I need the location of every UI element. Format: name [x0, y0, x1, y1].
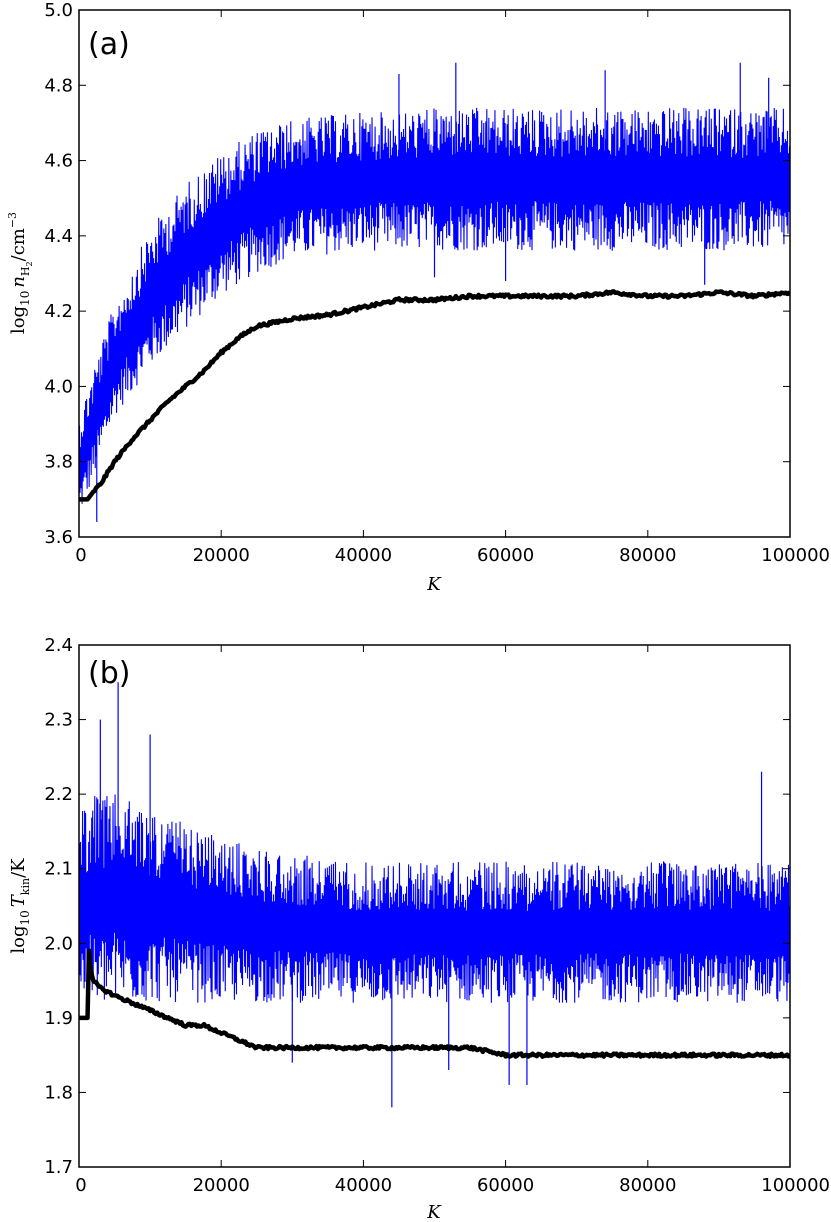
y-tick-label: 2.2	[44, 784, 73, 805]
x-tick-label: 0	[75, 1175, 86, 1196]
x-tick-label: 60000	[477, 545, 534, 566]
x-tick-label: 20000	[193, 545, 250, 566]
y-tick-label: 3.8	[44, 452, 73, 473]
x-tick-label: 40000	[335, 545, 392, 566]
x-tick-label: 0	[75, 545, 86, 566]
plot-frame	[78, 9, 791, 538]
y-tick-label: 1.8	[44, 1082, 73, 1103]
series-0-noisy-line	[79, 794, 790, 1003]
y-tick-label: 3.6	[44, 527, 73, 548]
x-tick-label: 40000	[335, 1175, 392, 1196]
y-axis-label: log10Tkin/K	[8, 858, 32, 954]
x-axis-label: K	[426, 1202, 442, 1222]
y-tick-label: 2.1	[44, 859, 73, 880]
y-tick-label: 5.0	[44, 0, 73, 21]
y-tick-label: 2.4	[44, 635, 73, 656]
x-tick-label: 80000	[619, 545, 676, 566]
plot-frame	[78, 644, 791, 1168]
panel-b: 0 20000 40000 60000 80000 100000 1.7 1.8 1.9 2.0 2…	[8, 635, 830, 1222]
x-tick-label: 60000	[477, 1175, 534, 1196]
y-tick-label: 4.4	[44, 226, 73, 247]
panel-label: (a)	[88, 27, 130, 62]
panel-label: (b)	[88, 656, 130, 691]
y-axis-label: log10nH2/cm−3	[6, 212, 34, 334]
y-tick-label: 4.2	[44, 301, 73, 322]
y-tick-label: 2.3	[44, 710, 73, 731]
y-tick-label: 4.8	[44, 75, 73, 96]
x-tick-label: 80000	[619, 1175, 676, 1196]
y-tick-label: 1.9	[44, 1008, 73, 1029]
x-tick-label: 100000	[761, 545, 830, 566]
y-tick-label: 2.0	[44, 933, 73, 954]
y-tick-label: 4.0	[44, 376, 73, 397]
series-1-line	[79, 289, 790, 502]
x-tick-label: 20000	[193, 1175, 250, 1196]
x-axis-label: K	[426, 574, 442, 595]
y-tick-label: 4.6	[44, 151, 73, 172]
series-1-line	[79, 948, 790, 1059]
series-0-noisy-line	[79, 107, 790, 504]
x-tick-label: 100000	[761, 1175, 830, 1196]
y-tick-label: 1.7	[44, 1157, 73, 1178]
panel-a: 0 20000 40000 60000 80000 100000 3.6 3.8 4.0 4.2 4…	[6, 0, 830, 595]
